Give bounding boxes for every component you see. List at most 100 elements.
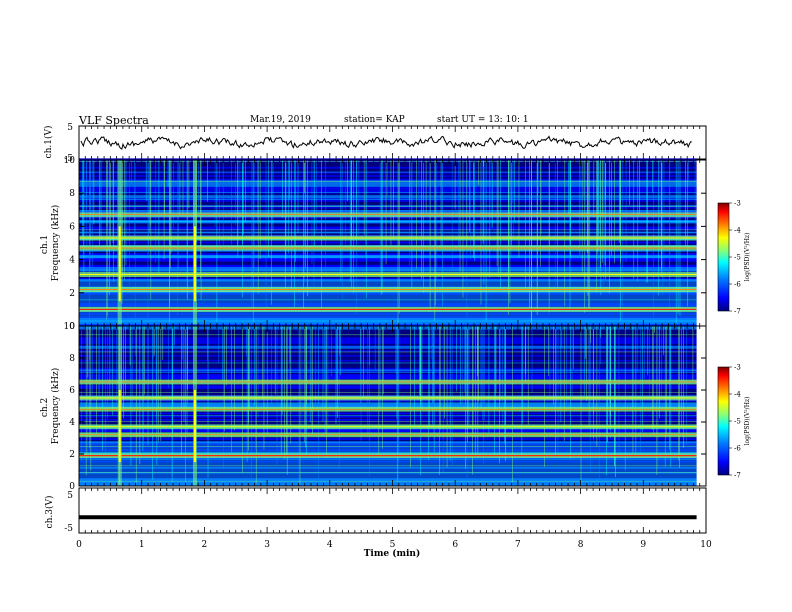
ch1-spec-bg-band — [79, 206, 697, 209]
ytick-label: 0 — [69, 482, 75, 492]
ch2-spec-bg-band — [79, 359, 697, 362]
colorbar-tick-label: -5 — [734, 418, 741, 426]
ch2-spec-bg-band — [79, 481, 697, 484]
ch1-spec-bg-band — [79, 218, 697, 221]
ch2-spec-bg-band — [79, 350, 697, 352]
ch1-ylabel: ch.1(V) — [43, 126, 54, 159]
ch1-spec-bg-band — [79, 219, 697, 222]
ch1-spectrogram — [79, 158, 706, 327]
ch2-spec-bg-band — [79, 422, 697, 424]
ch2-spec-bg-band — [79, 346, 697, 349]
ch2-spec-no-data — [696, 326, 706, 486]
colorbar-tick-label: -5 — [734, 254, 741, 262]
ch2-spec-bg-band — [79, 374, 697, 376]
ch2-spec-bg-band — [79, 399, 697, 402]
ch2-spec-bg-band — [79, 337, 697, 340]
ch2-spec-bg-band — [79, 361, 697, 364]
ch2-spec-bg-band — [79, 369, 697, 372]
ch2-spec-bg-band — [79, 415, 697, 418]
xtick-label: 8 — [578, 540, 584, 550]
figure-title: VLF Spectra — [79, 114, 149, 127]
ch2-spec-bg-band — [79, 342, 697, 344]
ch1-spec-bg-band — [79, 252, 697, 255]
xtick-label: 6 — [452, 540, 458, 550]
ch2-spec-bg-band — [79, 383, 697, 386]
ch2-spectrogram-yticks: 0 2 4 6 8 10 — [64, 322, 706, 492]
ch1-spec-bg-band — [79, 254, 697, 257]
ch1-spec-bg-band — [79, 261, 697, 264]
colorbar-tick-label: -4 — [734, 391, 741, 399]
ch2-spec-bg-band — [79, 343, 697, 346]
ytick-label: 6 — [69, 222, 75, 232]
ytick-label: 4 — [69, 256, 75, 266]
time-axis-labels: 0 1 2 3 4 5 6 7 8 9 10 — [76, 540, 712, 550]
ytick-label: 2 — [69, 289, 75, 299]
colorbar-tick-label: -3 — [734, 364, 741, 372]
ch2-ylabel-line2: Frequency (kHz) — [50, 368, 61, 445]
ch1-spec-bg-band — [79, 229, 697, 232]
ch2-spec-bg-band — [79, 388, 697, 391]
date-label: Mar.19, 2019 — [250, 115, 311, 125]
ch2-spec-bg-band — [79, 326, 697, 328]
ch2-ylabel-line1: ch.2 — [40, 398, 50, 417]
xtick-label: 1 — [139, 540, 145, 550]
ch1-spec-bg-band — [79, 264, 697, 267]
ch2-spec-bg-band — [79, 377, 697, 380]
ch2-colorbar-ticks: -3 -4 -5 -6 -7 — [729, 364, 741, 480]
ch1-waveform-line — [80, 135, 692, 150]
ch1-spec-bg-band — [79, 276, 697, 279]
ch1-spec-bg-band — [79, 223, 697, 226]
ch2-spec-bg-band — [79, 353, 697, 356]
ch2-spec-bg-band — [79, 338, 697, 341]
xtick-label: 3 — [264, 540, 270, 550]
ch2-spec-bg-band — [79, 354, 697, 357]
ch2-spec-bg-band — [79, 351, 697, 354]
ch1-spec-bg-band — [79, 209, 697, 212]
ch2-colorbar-gradient — [717, 366, 730, 476]
ch2-spec-bg-band — [79, 428, 697, 431]
ytick-label: 6 — [69, 386, 75, 396]
ch3-ytick-bottom: -5 — [64, 524, 73, 534]
ch2-colorbar-label: log(PSD)(V²/Hz) — [744, 397, 751, 446]
ch1-spec-bg-band — [79, 228, 697, 231]
ch3-waveform-panel: 5 -5 ch.3(V) — [44, 487, 707, 534]
xtick-label: 4 — [327, 540, 333, 550]
ytick-label: 4 — [69, 418, 75, 428]
ch3-waveform-frame — [78, 487, 707, 534]
ch1-spec-bg-band — [79, 257, 697, 260]
ch1-ylabel-line1: ch.1 — [40, 235, 50, 254]
ch1-spec-bg-band — [79, 158, 697, 161]
ch1-spectrogram-panel: 0 2 4 6 8 10 ch.1 Frequency (kHz) — [40, 156, 707, 332]
ytick-label: 10 — [64, 322, 76, 332]
ch2-spec-bg-band — [79, 420, 697, 423]
ch1-spec-bg-band — [79, 198, 697, 201]
ch2-spec-bg-band — [79, 390, 697, 392]
ch2-spectrogram — [79, 324, 706, 487]
ch2-spec-bg-band — [79, 393, 697, 396]
xtick-label: 10 — [700, 540, 712, 550]
start-time-label: start UT = 13: 10: 1 — [437, 115, 529, 125]
ch2-spec-bg-band — [79, 340, 697, 343]
ch2-spec-bg-band — [79, 386, 697, 389]
ch1-spec-bg-band — [79, 256, 697, 259]
xtick-label: 9 — [640, 540, 646, 550]
ch1-spec-bg-band — [79, 216, 697, 219]
ytick-label: 8 — [69, 189, 75, 199]
ch1-spec-bg-band — [79, 231, 697, 234]
ch2-spec-bg-band — [79, 430, 697, 432]
ch1-spec-bg-band — [79, 199, 697, 202]
ch2-spec-bg-band — [79, 348, 697, 351]
ch2-colorbar: -3 -4 -5 -6 -7 log(PSD)(V²/Hz) — [717, 364, 751, 480]
ch1-ytick-top: 5 — [67, 123, 73, 133]
ch2-spec-bg-band — [79, 366, 697, 368]
colorbar-tick-label: -6 — [734, 281, 741, 289]
ch2-spec-bg-band — [79, 370, 697, 373]
ch1-spec-bg-band — [79, 322, 697, 325]
colorbar-tick-label: -3 — [734, 200, 741, 208]
ytick-label: 2 — [69, 450, 75, 460]
ch2-spec-bg-band — [79, 364, 697, 367]
ch1-spec-bg-band — [79, 208, 697, 211]
ch2-spec-bg-band — [79, 482, 697, 485]
ch1-spec-bg-band — [79, 203, 697, 206]
